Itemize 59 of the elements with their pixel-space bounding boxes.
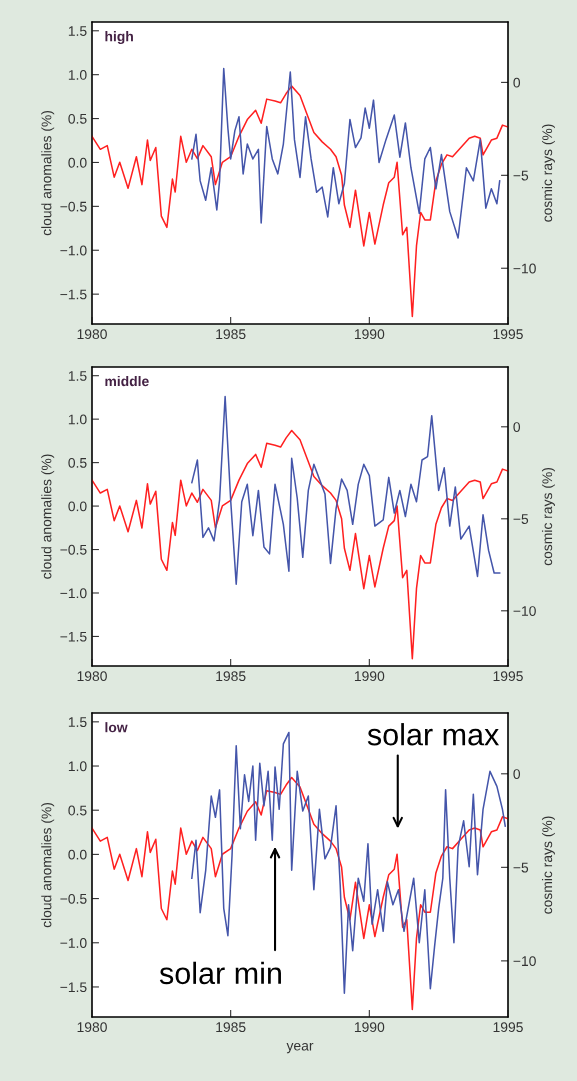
x-tick-label: 1990 bbox=[354, 329, 385, 340]
y-tick-label: 0.0 bbox=[68, 157, 87, 168]
x-tick-label: 1995 bbox=[493, 671, 523, 682]
y2-tick-label: 0 bbox=[513, 422, 521, 432]
x-tick-label: 1995 bbox=[493, 329, 523, 340]
y-tick-label: −1.0 bbox=[60, 588, 87, 599]
y2-axis-title: cosmic rays (%) bbox=[541, 124, 555, 222]
x-tick-label: 1990 bbox=[354, 1022, 385, 1033]
annotation: solar min bbox=[159, 961, 281, 985]
y-tick-label: −1.5 bbox=[60, 289, 87, 300]
y2-tick-label: −5 bbox=[513, 170, 529, 181]
y-tick-label: 0.0 bbox=[68, 849, 87, 860]
y-tick-label: −1.0 bbox=[60, 938, 87, 948]
x-tick-label: 1980 bbox=[77, 329, 107, 340]
y-tick-label: 0.5 bbox=[68, 457, 87, 468]
y-tick-label: −0.5 bbox=[60, 201, 87, 212]
y-axis-title: cloud anomalies (%) bbox=[41, 110, 55, 236]
line-series bbox=[92, 85, 508, 318]
y-tick-label: 1.0 bbox=[68, 414, 87, 425]
y-tick-label: 1.0 bbox=[68, 70, 87, 80]
x-tick-label: 1985 bbox=[216, 671, 246, 682]
x-tick-label: 1995 bbox=[493, 1022, 523, 1033]
y-tick-label: −1.0 bbox=[60, 245, 87, 256]
y-tick-label: −0.5 bbox=[60, 893, 87, 904]
annotation: solar max bbox=[367, 723, 500, 746]
y2-tick-label: −10 bbox=[513, 956, 536, 967]
y2-tick-label: −10 bbox=[513, 606, 536, 616]
line-series bbox=[92, 429, 508, 660]
line-series bbox=[191, 67, 501, 239]
y2-tick-label: 0 bbox=[513, 77, 521, 88]
y2-axis-title: cosmic rays (%) bbox=[541, 467, 555, 566]
y2-tick-label: −5 bbox=[513, 514, 529, 524]
y-tick-label: 1.5 bbox=[68, 26, 87, 36]
y-axis-title: cloud anomalies (%) bbox=[41, 454, 55, 579]
y-tick-label: 0.5 bbox=[68, 805, 87, 816]
y-tick-label: 0.5 bbox=[68, 113, 87, 124]
x-axis-title: year bbox=[286, 1042, 314, 1054]
text: low bbox=[105, 722, 128, 733]
text: middle bbox=[105, 375, 149, 387]
y-axis-title: cloud anomalies (%) bbox=[41, 802, 55, 928]
x-tick-label: 1985 bbox=[216, 329, 246, 340]
line-series bbox=[92, 776, 508, 1011]
x-tick-label: 1980 bbox=[77, 671, 107, 682]
y-tick-label: −1.5 bbox=[60, 631, 87, 642]
y-tick-label: 1.5 bbox=[68, 371, 87, 381]
x-tick-label: 1985 bbox=[216, 1022, 246, 1033]
y-tick-label: 1.5 bbox=[68, 717, 87, 728]
y-tick-label: 0.0 bbox=[68, 501, 87, 512]
y-tick-label: 1.0 bbox=[68, 761, 87, 772]
text: high bbox=[105, 31, 133, 45]
y-tick-label: −1.5 bbox=[60, 982, 87, 993]
y-tick-label: −0.5 bbox=[60, 544, 87, 555]
y2-tick-label: 0 bbox=[513, 769, 521, 779]
x-tick-label: 1990 bbox=[354, 671, 385, 682]
x-tick-label: 1980 bbox=[77, 1022, 107, 1033]
y2-axis-title: cosmic rays (%) bbox=[541, 816, 555, 914]
y2-tick-label: −10 bbox=[513, 263, 536, 274]
line-series bbox=[191, 395, 501, 586]
y2-tick-label: −5 bbox=[513, 862, 529, 873]
